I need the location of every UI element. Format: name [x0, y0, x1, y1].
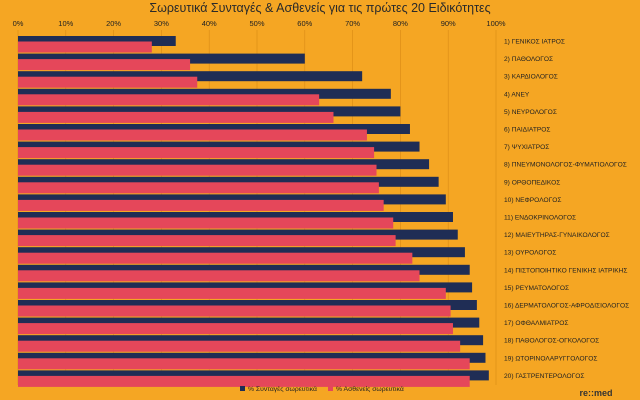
logo: re::med — [579, 388, 612, 398]
chart-title: Σωρευτικά Συνταγές & Ασθενείς για τις πρ… — [149, 1, 490, 15]
category-label: 12) ΜΑΙΕΥΤΗΡΑΣ-ΓΥΝΑΙΚΟΛΟΓΟΣ — [504, 232, 610, 239]
bar-patients — [18, 41, 152, 53]
bar-patients — [18, 199, 384, 211]
category-label: 14) ΠΙΣΤΟΠΟΙΗΤΙΚΟ ΓΕΝΙΚΗΣ ΙΑΤΡΙΚΗΣ — [504, 267, 628, 274]
category-label: 15) ΡΕΥΜΑΤΟΛΟΓΟΣ — [504, 285, 569, 292]
legend-swatch — [328, 386, 333, 391]
category-label: 13) ΟΥΡΟΛΟΓΟΣ — [504, 250, 556, 257]
x-tick-label: 100% — [486, 19, 506, 28]
bars — [18, 36, 489, 387]
category-label: 5) ΝΕΥΡΟΛΟΓΟΣ — [504, 109, 557, 116]
bar-prescriptions — [18, 194, 446, 205]
x-tick-label: 70% — [345, 19, 360, 28]
bar-patients — [18, 305, 451, 317]
bar-patients — [18, 235, 396, 247]
bar-patients — [18, 164, 377, 176]
bar-patients — [18, 358, 470, 370]
category-label: 9) ΟΡΘΟΠΕΔΙΚΟΣ — [504, 179, 560, 186]
x-tick-label: 50% — [249, 19, 264, 28]
bar-prescriptions — [18, 212, 453, 222]
category-label: 1) ΓΕΝΙΚΟΣ ΙΑΤΡΟΣ — [504, 39, 565, 46]
bar-prescriptions — [18, 124, 410, 134]
bar-patients — [18, 147, 375, 159]
legend-label: % Ασθενείς σωρευτικά — [336, 385, 404, 393]
bar-patients — [18, 59, 191, 71]
bar-patients — [18, 111, 334, 123]
bar-patients — [18, 323, 453, 335]
bar-patients — [18, 129, 367, 141]
category-label: 6) ΠΑΙΔΙΑΤΡΟΣ — [504, 127, 550, 134]
category-label: 16) ΔΕΡΜΑΤΟΛΟΓΟΣ-ΑΦΡΟΔΙΣΙΟΛΟΓΟΣ — [504, 303, 629, 310]
category-label: 3) ΚΑΡΔΙΟΛΟΓΟΣ — [504, 74, 558, 81]
bar-prescriptions — [18, 36, 176, 46]
category-label: 8) ΠΝΕΥΜΟΝΟΛΟΓΟΣ-ΦΥΜΑΤΙΟΛΟΓΟΣ — [504, 162, 627, 169]
bar-prescriptions — [18, 159, 430, 170]
category-label: 10) ΝΕΦΡΟΛΟΓΟΣ — [504, 197, 561, 204]
bar-prescriptions — [18, 53, 305, 64]
bar-prescriptions — [18, 106, 401, 117]
bar-prescriptions — [18, 88, 391, 99]
x-tick-label: 60% — [297, 19, 312, 28]
category-label: 18) ΠΑΘΟΛΟΓΟΣ-ΟΓΚΟΛΟΓΟΣ — [504, 338, 599, 345]
bar-patients — [18, 94, 320, 106]
x-tick-label: 80% — [393, 19, 408, 28]
bar-prescriptions — [18, 335, 484, 346]
x-tick-label: 40% — [202, 19, 217, 28]
x-tick-label: 90% — [441, 19, 456, 28]
bar-patients — [18, 252, 413, 264]
bar-prescriptions — [18, 370, 489, 381]
category-label: 19) ΩΤΟΡΙΝΟΛΑΡΥΓΓΟΛΟΓΟΣ — [504, 355, 597, 362]
category-label: 7) ΨΥΧΙΑΤΡΟΣ — [504, 144, 549, 151]
bar-prescriptions — [18, 282, 473, 293]
x-tick-label: 0% — [13, 19, 24, 28]
bar-patients — [18, 76, 198, 88]
x-axis-ticks: 0% 10% 20% 30% 40% 50% 60% 70% 80% 90% 100% — [13, 19, 506, 28]
bar-prescriptions — [18, 71, 363, 82]
legend-label: % Συνταγές σωρευτικά — [248, 385, 317, 393]
bar-patients — [18, 182, 379, 194]
bar-patients — [18, 270, 420, 282]
bar-prescriptions — [18, 264, 470, 275]
bar-prescriptions — [18, 176, 439, 187]
bar-patients — [18, 287, 446, 299]
category-labels: 1) ΓΕΝΙΚΟΣ ΙΑΤΡΟΣ 2) ΠΑΘΟΛΟΓΟΣ 3) ΚΑΡΔΙΟΛΟ… — [504, 39, 629, 380]
legend-swatch — [240, 386, 245, 391]
bar-patients — [18, 375, 470, 387]
category-label: 20) ΓΑΣΤΡΕΝΤΕΡΟΛΟΓΟΣ — [504, 373, 585, 380]
bar-prescriptions — [18, 317, 480, 328]
category-label: 17) ΟΦΘΑΛΜΙΑΤΡΟΣ — [504, 320, 568, 327]
bar-prescriptions — [18, 247, 465, 258]
bar-prescriptions — [18, 300, 477, 310]
category-label: 11) ΕΝΔΟΚΡΙΝΟΛΟΓΟΣ — [504, 215, 576, 222]
category-label: 2) ΠΑΘΟΛΟΓΟΣ — [504, 56, 553, 63]
bar-prescriptions — [18, 352, 486, 363]
x-tick-label: 20% — [106, 19, 121, 28]
bar-prescriptions — [18, 229, 458, 240]
x-tick-label: 10% — [58, 19, 73, 28]
bar-prescriptions — [18, 141, 420, 152]
category-label: 4) ΑΝΕΥ — [504, 91, 530, 98]
legend: % Συνταγές σωρευτικά % Ασθενείς σωρευτικά — [240, 385, 404, 393]
bar-patients — [18, 340, 461, 352]
bar-patients — [18, 217, 394, 229]
x-tick-label: 30% — [154, 19, 169, 28]
